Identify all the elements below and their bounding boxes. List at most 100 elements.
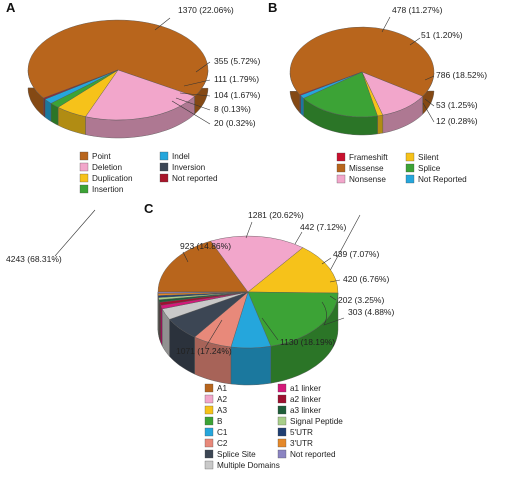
- data-label-silent: 51 (1.20%): [421, 30, 463, 40]
- data-label-a1: 1130 (18.19%): [280, 337, 335, 347]
- legend-swatch-indel: [159, 151, 169, 161]
- leader-line-missense: [324, 214, 361, 281]
- leader-line-b: [245, 221, 253, 239]
- data-label-frameshift: 12 (0.28%): [436, 116, 478, 126]
- leader-line-duplication: [195, 61, 211, 73]
- legend-label-a1: A1: [217, 384, 227, 393]
- legend-a: Point Deletion Duplication Insertion Indel In…: [79, 151, 218, 194]
- slice-not-reported: [157, 291, 249, 294]
- legend-label-not-reported: Not Reported: [418, 175, 467, 184]
- leader-line-insertion: [183, 79, 211, 87]
- legend-label-c1: C1: [217, 428, 228, 437]
- legend-label-a2: A2: [217, 395, 227, 404]
- slice-a3: [247, 247, 339, 294]
- panel-label-a: A: [6, 0, 16, 15]
- data-label-point: 4243 (68.31%): [6, 254, 62, 264]
- legend-swatch-multiple-domains: [204, 460, 214, 470]
- legend-swatch-deletion: [79, 162, 89, 172]
- pie-chart-b: B2863 (67.48%)478 (11.27%)51 (1.20%)786 …: [268, 0, 487, 287]
- slice-splice: [303, 71, 378, 118]
- legend-swatch-insertion: [79, 184, 89, 194]
- legend-label-deletion: Deletion: [92, 163, 122, 172]
- data-label-multiple-domains: 202 (3.25%): [338, 295, 384, 305]
- slice-not-reported: [43, 69, 119, 100]
- legend-label-duplication: Duplication: [92, 174, 133, 183]
- data-label-indel: 104 (1.67%): [214, 90, 260, 100]
- legend-label-splice: Splice: [418, 164, 441, 173]
- leader-line-silent: [409, 37, 421, 46]
- legend-swatch-missense: [336, 163, 346, 173]
- leader-line-a1: [261, 317, 279, 341]
- legend-label-5-utr: 5'UTR: [290, 428, 313, 437]
- data-label-splice-site: 420 (6.76%): [343, 274, 389, 284]
- slice-side-a1-linker: [160, 305, 163, 346]
- pie-chart-a: A 4243 (68.31%) 1370 (22.06%) 355 (5.72%) 11…: [6, 0, 260, 264]
- slice-a2: [210, 235, 304, 293]
- slice-frameshift: [299, 71, 363, 96]
- data-label-nonsense: 478 (11.27%): [392, 5, 443, 15]
- legend-label-a3-linker: a3 linker: [290, 406, 321, 415]
- leader-line-c1: [294, 231, 303, 245]
- slice-deletion: [85, 69, 195, 121]
- legend-label-nonsense: Nonsense: [349, 175, 386, 184]
- leader-line-inversion: [175, 97, 211, 111]
- data-label-b: 1281 (20.62%): [248, 210, 304, 220]
- legend-swatch-a2: [204, 394, 214, 404]
- legend-swatch-signal-peptide: [277, 416, 287, 426]
- panel-label-b: B: [268, 0, 277, 15]
- leader-line-multiple-domains: [329, 295, 337, 301]
- leader-line-splice: [424, 75, 435, 81]
- slice-a1: [157, 240, 249, 293]
- legend-label-multiple-domains: Multiple Domains: [217, 461, 280, 470]
- legend-label-inversion: Inversion: [172, 163, 206, 172]
- data-label-a3: 923 (14.86%): [180, 241, 231, 251]
- legend-swatch-a1-linker: [277, 383, 287, 393]
- data-label-not-reported: 20 (0.32%): [214, 118, 256, 128]
- leader-line-point: [54, 209, 96, 257]
- slice-side-not-reported: [43, 97, 45, 118]
- data-label-not-reported: 53 (1.25%): [436, 100, 478, 110]
- legend-label-not-reported: Not reported: [290, 450, 336, 459]
- data-label-duplication: 355 (5.72%): [214, 56, 260, 66]
- legend-label-splice-site: Splice Site: [217, 450, 256, 459]
- legend-label-frameshift: Frameshift: [349, 153, 388, 162]
- legend-label-c2: C2: [217, 439, 228, 448]
- group-annotation-label: 303 (4.88%): [348, 307, 394, 317]
- data-label-insertion: 111 (1.79%): [214, 74, 259, 84]
- panel-label-c: C: [144, 201, 154, 216]
- legend-swatch-splice-site: [204, 449, 214, 459]
- legend-swatch-a2-linker: [277, 394, 287, 404]
- legend-swatch-splice: [405, 163, 415, 173]
- legend-swatch-not-reported: [159, 173, 169, 183]
- leader-line-c2: [321, 257, 332, 265]
- data-label-c2: 439 (7.07%): [333, 249, 379, 259]
- legend-label-indel: Indel: [172, 152, 190, 161]
- legend-label-not-reported: Not reported: [172, 174, 218, 183]
- data-label-c1: 442 (7.12%): [300, 222, 346, 232]
- data-label-inversion: 8 (0.13%): [214, 104, 251, 114]
- slice-side-frameshift: [299, 94, 301, 114]
- leader-line-a3: [182, 251, 189, 263]
- legend-c: A1 A2 A3 B C1 C2 Splice Site Multiple Domains a1…: [204, 383, 343, 470]
- data-label-deletion: 1370 (22.06%): [178, 5, 234, 15]
- slice-b: [247, 291, 339, 347]
- legend-label-signal-peptide: Signal Peptide: [290, 417, 343, 426]
- legend-swatch-c1: [204, 427, 214, 437]
- slice-missense: [289, 26, 435, 97]
- leader-line-not-reported: [171, 100, 211, 125]
- legend-swatch-b: [204, 416, 214, 426]
- legend-swatch-duplication: [79, 173, 89, 183]
- legend-label-a2-linker: a2 linker: [290, 395, 321, 404]
- legend-label-silent: Silent: [418, 153, 439, 162]
- pie-chart-c: C 1130 (18.19%) 1071 (17.24%) 923 (14.86%) 1…: [144, 201, 394, 470]
- slice-side-not-reported: [300, 94, 304, 117]
- legend-swatch-a3: [204, 405, 214, 415]
- legend-swatch-inversion: [159, 162, 169, 172]
- slice-side-c1: [230, 345, 271, 386]
- legend-b: Frameshift Missense Nonsense Silent Splice No…: [336, 152, 467, 184]
- legend-swatch-5-utr: [277, 427, 287, 437]
- slice-side-silent: [377, 114, 383, 135]
- leader-line-not-reported: [424, 98, 435, 107]
- legend-label-missense: Missense: [349, 164, 384, 173]
